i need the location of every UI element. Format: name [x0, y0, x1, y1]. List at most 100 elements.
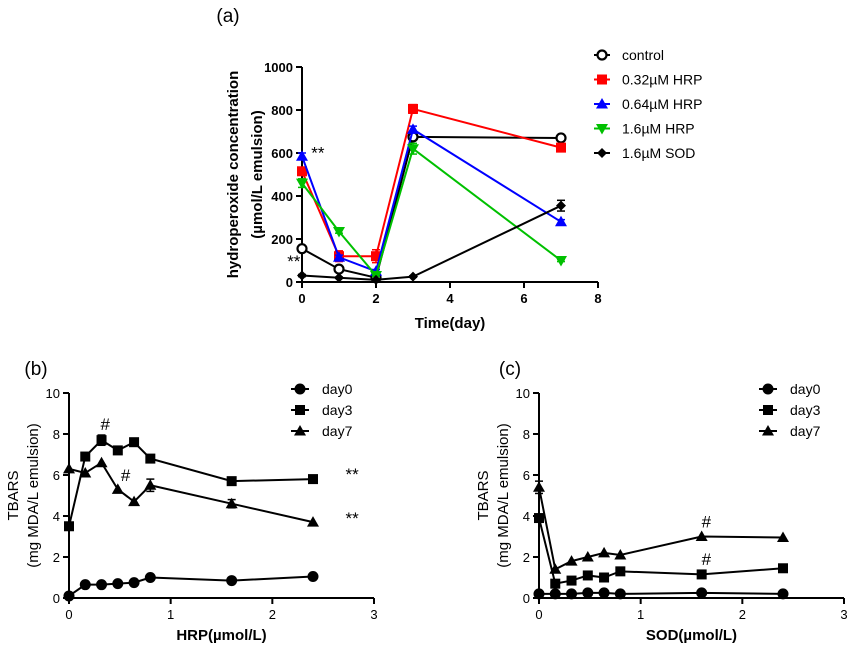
data-point — [407, 144, 419, 155]
data-point — [128, 495, 141, 507]
series-line — [68, 461, 314, 524]
data-point — [226, 575, 238, 587]
legend-label: 0.64µM HRP — [622, 96, 702, 112]
y-tick-label: 0 — [53, 591, 60, 606]
data-point — [333, 226, 345, 238]
legend-label: 1.6µM HRP — [622, 121, 695, 137]
series-1 — [63, 570, 319, 602]
data-point — [112, 578, 124, 590]
x-tick-label: 0 — [65, 607, 72, 622]
y-tick-label: 0 — [286, 275, 293, 290]
data-point — [96, 435, 107, 446]
data-point — [696, 569, 707, 580]
data-point — [533, 481, 545, 492]
data-point — [566, 588, 578, 600]
data-point — [549, 588, 561, 600]
data-point — [145, 453, 156, 464]
data-point — [534, 513, 544, 524]
data-point — [615, 566, 626, 577]
data-point — [112, 445, 123, 456]
series-5 — [297, 199, 566, 285]
legend: day0 day3 day7 — [759, 381, 821, 439]
data-point — [144, 479, 157, 490]
x-tick-label: 6 — [520, 291, 527, 306]
y-tick-label: 10 — [516, 386, 530, 401]
series-3 — [63, 456, 319, 527]
panel-label: (c) — [499, 359, 521, 380]
data-point — [226, 476, 237, 487]
legend-label: day0 — [790, 381, 821, 397]
significance-mark: # — [101, 415, 111, 434]
y-tick-label: 800 — [271, 103, 293, 118]
series-line — [538, 517, 784, 585]
data-point — [556, 200, 566, 211]
legend-marker — [762, 425, 774, 436]
x-tick-label: 0 — [535, 607, 542, 622]
x-tick-label: 1 — [167, 607, 174, 622]
y-tick-label: 1000 — [264, 60, 293, 75]
x-tick-label: 4 — [446, 291, 454, 306]
legend-label: day7 — [790, 423, 821, 439]
x-axis-label: SOD(µmol/L) — [646, 627, 737, 644]
x-tick-label: 2 — [372, 291, 379, 306]
legend-marker — [762, 383, 774, 395]
data-point — [307, 570, 319, 582]
significance-mark: # — [121, 466, 131, 485]
x-tick-label: 0 — [298, 291, 305, 306]
data-point — [565, 555, 578, 566]
data-point — [296, 178, 308, 190]
data-point — [778, 563, 788, 574]
data-point — [111, 483, 124, 494]
legend-label: control — [622, 47, 664, 63]
data-point — [695, 530, 708, 541]
series-2 — [297, 103, 566, 264]
legend: control 0.32µM HRP 0.64µM HRP 1.6µM HRP 1.6µ… — [594, 47, 702, 161]
legend-marker — [763, 405, 773, 415]
series-3 — [296, 123, 567, 276]
y-tick-label: 0 — [523, 591, 530, 606]
series-2 — [534, 513, 788, 589]
y-tick-label: 10 — [46, 386, 60, 401]
data-point — [128, 577, 140, 589]
data-point — [95, 456, 108, 468]
data-point — [550, 578, 561, 589]
data-point — [79, 579, 91, 591]
x-axis-label: Time(day) — [415, 315, 486, 332]
y-tick-label: 6 — [53, 468, 60, 483]
data-point — [555, 132, 567, 144]
data-point — [296, 150, 308, 161]
y-axis-label: TBARS — [475, 470, 492, 520]
data-point — [555, 215, 567, 227]
data-point — [407, 123, 419, 134]
y-tick-label: 4 — [523, 509, 530, 524]
data-point — [79, 466, 92, 478]
data-point — [144, 572, 156, 583]
y-tick-label: 4 — [53, 509, 60, 524]
significance-mark: # — [702, 550, 712, 569]
data-point — [408, 103, 418, 114]
series-1 — [533, 587, 789, 600]
data-point — [297, 166, 307, 177]
data-point — [297, 270, 307, 281]
data-point — [581, 551, 594, 562]
significance-mark: # — [702, 512, 712, 531]
y-axis-label: hydroperoxide concentration — [225, 71, 242, 279]
legend-label: 0.32µM HRP — [622, 72, 702, 88]
y-axis-label: TBARS — [5, 470, 22, 520]
series-3 — [533, 480, 789, 574]
data-point — [129, 437, 140, 448]
data-point — [599, 572, 610, 583]
series-2 — [64, 434, 318, 532]
data-point — [80, 451, 91, 462]
data-point — [64, 521, 74, 532]
legend-label: day7 — [322, 423, 353, 439]
series-line — [301, 127, 562, 273]
data-point — [225, 497, 238, 509]
data-point — [96, 579, 108, 591]
data-point — [598, 546, 611, 558]
legend-marker — [295, 405, 305, 415]
y-axis-label: (mg MDA/L emulsion) — [495, 423, 512, 567]
x-axis-label: HRP(µmol/L) — [176, 627, 266, 644]
x-tick-label: 2 — [739, 607, 746, 622]
